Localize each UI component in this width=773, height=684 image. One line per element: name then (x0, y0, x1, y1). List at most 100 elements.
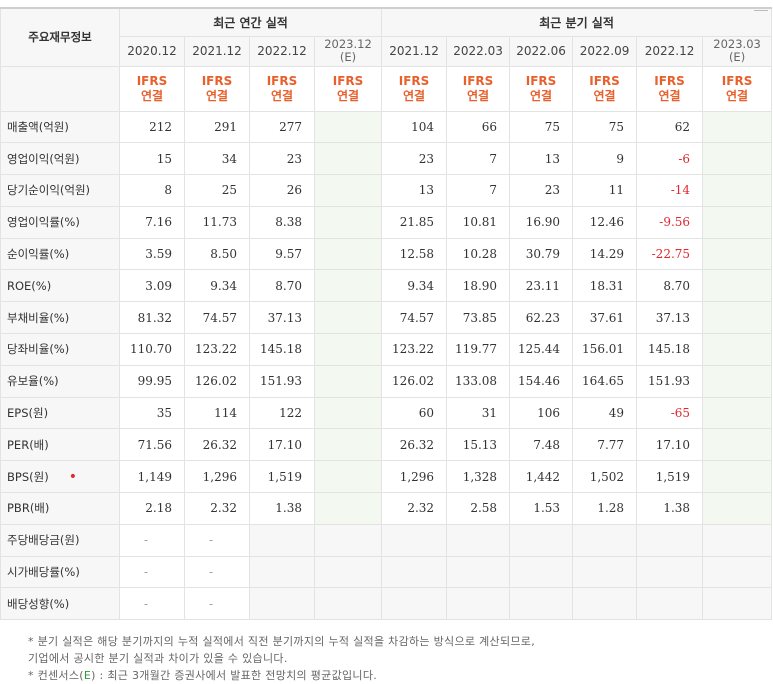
value-cell: 11.73 (184, 205, 250, 239)
row-label-text: EPS(원) (7, 406, 49, 421)
ifrs-text: IFRS (136, 73, 168, 88)
value-cell: 66 (446, 110, 511, 144)
period-label: 2023.12 (324, 37, 372, 51)
value-cell: 23 (381, 142, 448, 176)
value-cell: 17.10 (636, 428, 704, 462)
table-row: EPS(원) 35 114 122 60 31 106 49 -65 (0, 396, 773, 430)
value-cell (381, 587, 448, 621)
value-cell: 1,502 (572, 460, 638, 494)
row-label: 배당성향(%) (0, 587, 120, 621)
estimate-cell (702, 333, 773, 366)
row-label-text: 유보율(%) (7, 374, 59, 389)
value-cell: 37.13 (636, 301, 704, 335)
value-cell (702, 523, 773, 557)
value-cell: 13 (509, 142, 574, 176)
value-cell: 1,296 (381, 460, 448, 494)
value-cell (249, 523, 315, 557)
value-cell: 1,328 (446, 460, 511, 494)
value-cell: 7 (446, 142, 511, 176)
value-cell: 122 (249, 396, 315, 430)
value-cell: 1,519 (249, 460, 315, 494)
row-label-header: 주요재무정보 (0, 7, 120, 67)
annual-period: 2020.12 (119, 35, 185, 67)
ifrs-row: IFRS 연결 IFRS 연결 IFRS 연결 IFRS 연결 IFRS 연결 IFRS 연결 IFRS… (0, 65, 773, 112)
ifrs-text: IFRS (721, 73, 753, 88)
estimate-cell (702, 460, 773, 494)
ifrs-consolidated-label: IFRS 연결 (184, 65, 250, 112)
row-label: 영업이익률(%) (0, 205, 120, 239)
value-cell: 73.85 (446, 301, 511, 335)
value-cell: 74.57 (184, 301, 250, 335)
value-cell: 16.90 (509, 205, 574, 239)
row-label: 부채비율(%) (0, 301, 120, 335)
value-cell: 71.56 (119, 428, 185, 462)
row-label: 당좌비율(%) (0, 333, 120, 366)
ifrs-consolidated-label: IFRS 연결 (313, 65, 383, 112)
value-cell: 62.23 (509, 301, 574, 335)
estimate-cell (313, 364, 383, 398)
value-cell: 49 (572, 396, 638, 430)
value-cell: 13 (381, 174, 448, 207)
footnote-1: * 분기 실적은 해당 분기까지의 누적 실적에서 직전 분기까지의 누적 실적… (28, 635, 536, 648)
table-row: 시가배당률(%) - - (0, 555, 773, 589)
quarter-period: 2022.09 (572, 35, 638, 67)
ifrs-text: IFRS (266, 73, 298, 88)
value-cell: 1.28 (572, 492, 638, 525)
estimate-cell (702, 205, 773, 239)
value-cell: 145.18 (636, 333, 704, 366)
quarter-period: 2022.06 (509, 35, 574, 67)
estimate-cell (313, 460, 383, 494)
quarter-period-estimate: 2023.03 (E) (702, 35, 773, 67)
ifrs-consolidated-label: IFRS 연결 (249, 65, 315, 112)
value-cell: 154.46 (509, 364, 574, 398)
estimate-cell (313, 301, 383, 335)
row-label-text: 영업이익(억원) (7, 151, 80, 166)
value-cell: 7.16 (119, 205, 185, 239)
footnotes: * 분기 실적은 해당 분기까지의 누적 실적에서 직전 분기까지의 누적 실적… (28, 633, 535, 684)
row-label: EPS(원) (0, 396, 120, 430)
row-label-text: PER(배) (7, 437, 49, 452)
estimate-cell (702, 237, 773, 271)
table-row: PER(배) 71.56 26.32 17.10 26.32 15.13 7.48 7.77 1… (0, 428, 773, 462)
footnote-3: * 컨센서스(E) : 최근 3개월간 증권사에서 발표한 전망치의 평균값입니… (28, 667, 535, 684)
value-cell: -22.75 (636, 237, 704, 271)
value-cell: 75 (572, 110, 638, 144)
row-label-text: ROE(%) (7, 278, 52, 293)
row-label-text: 부채비율(%) (7, 310, 70, 325)
ifrs-consolidated-label: IFRS 연결 (446, 65, 511, 112)
value-cell: -6 (636, 142, 704, 176)
estimate-mark: (E) (339, 50, 357, 64)
value-cell: 106 (509, 396, 574, 430)
estimate-cell (702, 492, 773, 525)
value-cell: 156.01 (572, 333, 638, 366)
annual-period: 2021.12 (184, 35, 250, 67)
value-cell: 9.34 (184, 269, 250, 303)
table-row: ROE(%) 3.09 9.34 8.70 9.34 18.90 23.11 18.31 8.7… (0, 269, 773, 303)
estimate-cell (702, 428, 773, 462)
estimate-cell (702, 174, 773, 207)
value-cell: 2.58 (446, 492, 511, 525)
value-cell: 11 (572, 174, 638, 207)
consolidated-text: 연결 (403, 88, 426, 103)
row-label: 순이익률(%) (0, 237, 120, 271)
ifrs-consolidated-label: IFRS 연결 (572, 65, 638, 112)
ifrs-consolidated-label: IFRS 연결 (381, 65, 448, 112)
value-cell: 21.85 (381, 205, 448, 239)
value-cell (702, 555, 773, 589)
value-cell: 23 (509, 174, 574, 207)
value-cell: 99.95 (119, 364, 185, 398)
row-label: PER(배) (0, 428, 120, 462)
value-cell: 164.65 (572, 364, 638, 398)
value-cell: 126.02 (381, 364, 448, 398)
value-cell: 8.70 (249, 269, 315, 303)
value-cell: 35 (119, 396, 185, 430)
value-cell: 1,149 (119, 460, 185, 494)
table-row: 당좌비율(%) 110.70 123.22 145.18 123.22 119.77 125… (0, 333, 773, 366)
row-label: 시가배당률(%) (0, 555, 120, 589)
ifrs-text: IFRS (332, 73, 364, 88)
ifrs-text: IFRS (462, 73, 494, 88)
value-cell: 9.34 (381, 269, 448, 303)
value-cell: 1,296 (184, 460, 250, 494)
row-label: 당기순이익(억원) (0, 174, 120, 207)
row-label: 매출액(억원) (0, 110, 120, 144)
